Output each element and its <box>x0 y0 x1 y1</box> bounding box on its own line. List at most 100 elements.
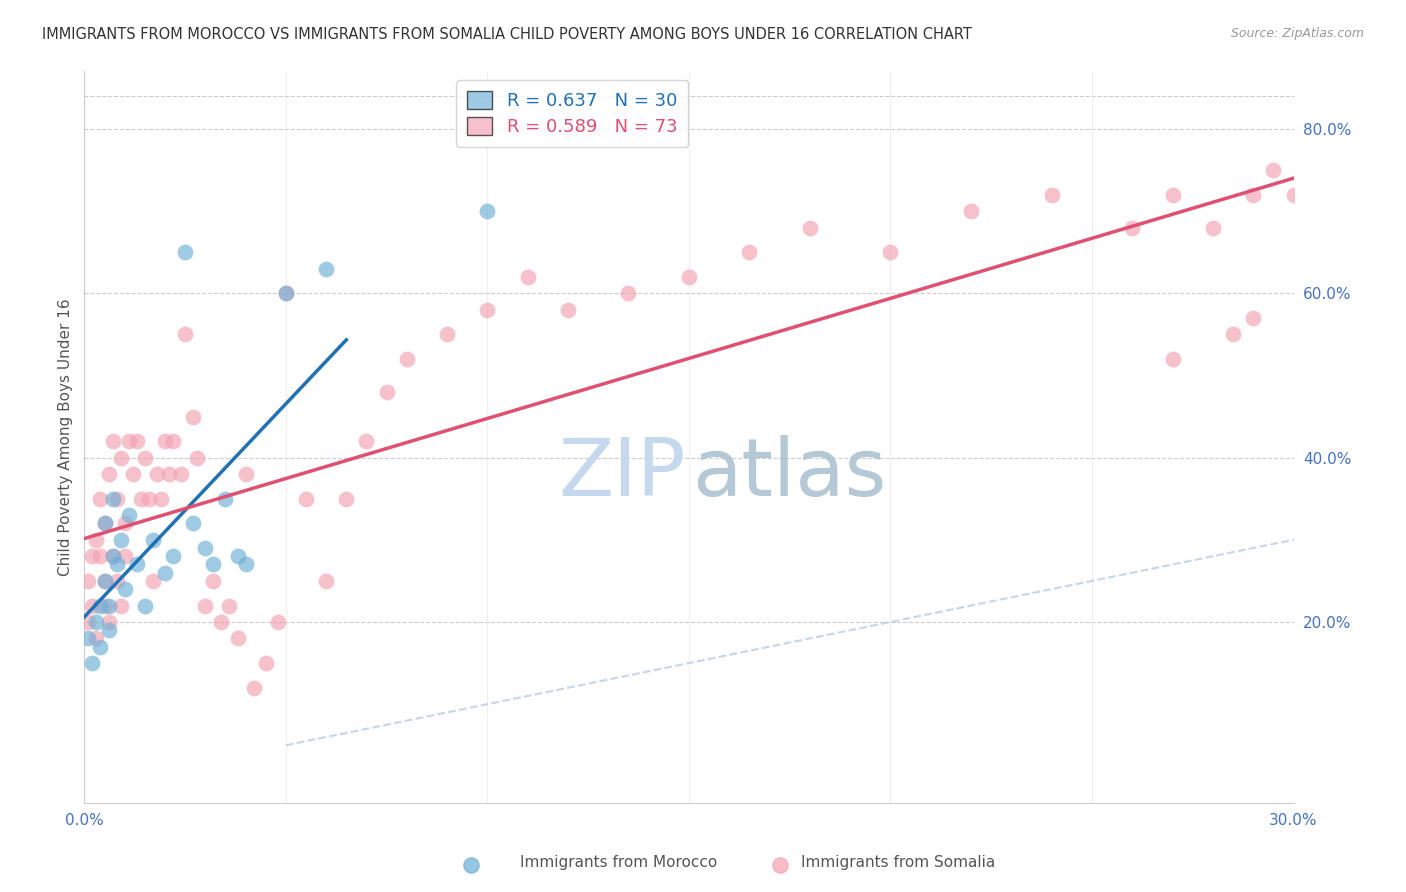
Point <box>1241 187 1264 202</box>
Point <box>93 574 115 588</box>
Point <box>101 434 124 449</box>
Point <box>274 286 297 301</box>
Point <box>89 491 111 506</box>
Point <box>1040 187 1063 202</box>
Point <box>77 615 100 629</box>
Point <box>157 467 180 481</box>
Point <box>97 624 120 638</box>
Point <box>181 516 204 531</box>
Point <box>114 516 136 531</box>
Text: Immigrants from Morocco: Immigrants from Morocco <box>520 855 717 870</box>
Point <box>960 204 983 219</box>
Point <box>97 599 120 613</box>
Point <box>678 269 700 284</box>
Point <box>118 434 141 449</box>
Text: Immigrants from Somalia: Immigrants from Somalia <box>801 855 995 870</box>
Point <box>186 450 208 465</box>
Point <box>114 549 136 564</box>
Point <box>93 516 115 531</box>
Point <box>769 858 792 872</box>
Point <box>218 599 240 613</box>
Point <box>194 541 217 555</box>
Point <box>460 858 482 872</box>
Point <box>557 302 579 317</box>
Point <box>86 533 108 547</box>
Point <box>477 302 499 317</box>
Point <box>105 558 128 572</box>
Point <box>89 640 111 654</box>
Point <box>93 516 115 531</box>
Point <box>738 245 761 260</box>
Point <box>89 599 111 613</box>
Point <box>267 615 290 629</box>
Point <box>209 615 232 629</box>
Point <box>226 549 249 564</box>
Point <box>118 508 141 523</box>
Point <box>1161 187 1184 202</box>
Point <box>617 286 640 301</box>
Point <box>254 656 277 670</box>
Text: IMMIGRANTS FROM MOROCCO VS IMMIGRANTS FROM SOMALIA CHILD POVERTY AMONG BOYS UNDE: IMMIGRANTS FROM MOROCCO VS IMMIGRANTS FR… <box>42 27 972 42</box>
Point <box>194 599 217 613</box>
Point <box>214 491 236 506</box>
Point <box>86 632 108 646</box>
Point <box>174 245 197 260</box>
Point <box>142 533 165 547</box>
Point <box>1202 220 1225 235</box>
Point <box>82 656 104 670</box>
Text: atlas: atlas <box>693 434 887 513</box>
Point <box>436 327 458 342</box>
Point <box>170 467 193 481</box>
Point <box>125 434 148 449</box>
Point <box>134 599 156 613</box>
Point <box>105 491 128 506</box>
Point <box>77 632 100 646</box>
Point <box>1121 220 1143 235</box>
Point <box>114 582 136 596</box>
Point <box>93 574 115 588</box>
Point <box>86 615 108 629</box>
Text: Source: ZipAtlas.com: Source: ZipAtlas.com <box>1230 27 1364 40</box>
Point <box>799 220 821 235</box>
Point <box>274 286 297 301</box>
Point <box>202 574 225 588</box>
Point <box>129 491 152 506</box>
Point <box>97 615 120 629</box>
Point <box>202 558 225 572</box>
Point <box>93 599 115 613</box>
Point <box>110 599 132 613</box>
Point <box>356 434 378 449</box>
Point <box>146 467 169 481</box>
Point <box>101 549 124 564</box>
Point <box>315 261 337 276</box>
Point <box>174 327 197 342</box>
Point <box>125 558 148 572</box>
Point <box>226 632 249 646</box>
Point <box>1222 327 1244 342</box>
Point <box>235 467 257 481</box>
Point <box>149 491 172 506</box>
Point <box>110 450 132 465</box>
Point <box>879 245 901 260</box>
Point <box>162 549 184 564</box>
Point <box>375 384 398 399</box>
Point <box>516 269 538 284</box>
Point <box>235 558 257 572</box>
Point <box>89 549 111 564</box>
Point <box>335 491 357 506</box>
Point <box>1282 187 1305 202</box>
Point <box>77 574 100 588</box>
Point <box>110 533 132 547</box>
Point <box>142 574 165 588</box>
Point <box>1161 351 1184 366</box>
Point <box>1241 310 1264 325</box>
Point <box>162 434 184 449</box>
Point <box>181 409 204 424</box>
Point <box>295 491 318 506</box>
Y-axis label: Child Poverty Among Boys Under 16: Child Poverty Among Boys Under 16 <box>58 298 73 576</box>
Point <box>82 599 104 613</box>
Point <box>134 450 156 465</box>
Point <box>1263 163 1285 178</box>
Point <box>82 549 104 564</box>
Point <box>477 204 499 219</box>
